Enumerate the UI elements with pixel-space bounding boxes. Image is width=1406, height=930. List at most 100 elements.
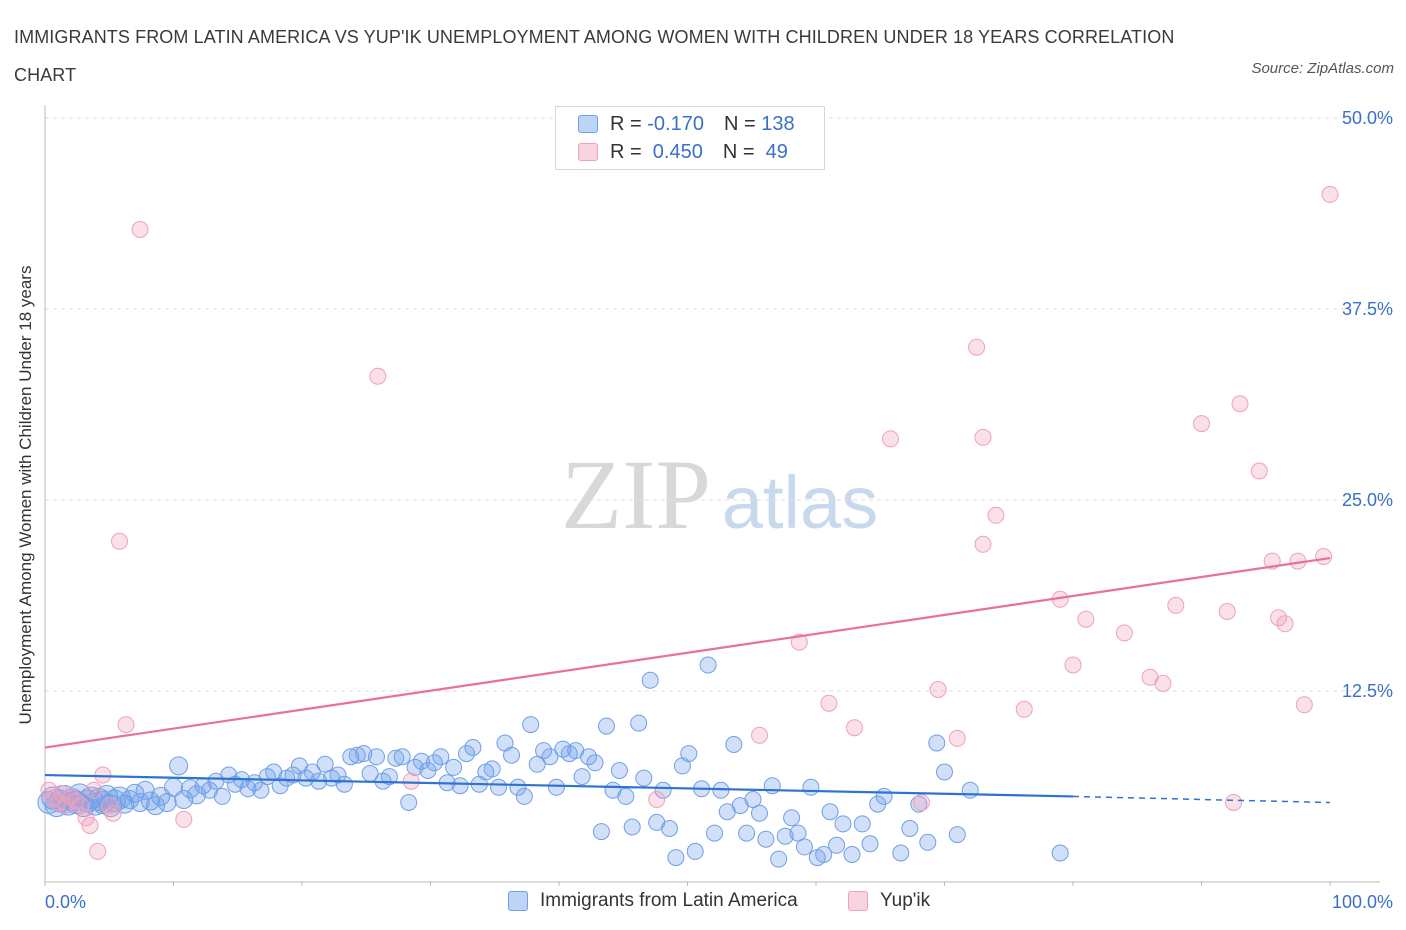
data-points bbox=[37, 185, 1339, 868]
point-latin-america bbox=[738, 824, 756, 842]
point-latin-america bbox=[368, 748, 385, 766]
point-yupik bbox=[912, 794, 930, 811]
legend-r-label: R = bbox=[610, 112, 648, 135]
point-latin-america bbox=[547, 778, 565, 796]
stats-legend: R = -0.170 N = 138 R = 0.450 N = 49 bbox=[555, 106, 825, 170]
point-latin-america bbox=[573, 768, 591, 786]
point-latin-america bbox=[503, 746, 520, 764]
point-latin-america bbox=[744, 791, 762, 808]
point-latin-america bbox=[522, 716, 540, 734]
legend-n-value: 49 bbox=[760, 140, 788, 163]
point-latin-america bbox=[329, 766, 347, 784]
axes bbox=[44, 105, 1380, 886]
y-tick-label: 37.5% bbox=[1342, 299, 1393, 319]
point-yupik bbox=[1321, 185, 1339, 203]
point-yupik bbox=[1250, 462, 1268, 480]
point-latin-america bbox=[239, 780, 257, 798]
point-latin-america bbox=[802, 778, 820, 796]
point-latin-america bbox=[400, 794, 418, 811]
point-latin-america bbox=[776, 827, 794, 845]
point-latin-america bbox=[623, 818, 641, 836]
point-latin-america bbox=[355, 745, 373, 763]
point-latin-america bbox=[297, 769, 315, 787]
point-yupik bbox=[987, 506, 1005, 524]
legend-label-latin-america: Immigrants from Latin America bbox=[540, 890, 798, 911]
point-latin-america bbox=[861, 835, 879, 853]
point-yupik bbox=[111, 532, 128, 550]
point-latin-america bbox=[464, 739, 482, 756]
point-latin-america bbox=[641, 671, 659, 689]
point-yupik bbox=[974, 428, 992, 446]
point-latin-america bbox=[757, 830, 775, 848]
point-yupik bbox=[1015, 700, 1033, 718]
point-latin-america bbox=[95, 784, 119, 808]
point-yupik bbox=[820, 694, 838, 712]
point-latin-america bbox=[598, 717, 615, 735]
point-yupik bbox=[974, 535, 992, 553]
point-latin-america bbox=[528, 755, 546, 773]
point-latin-america bbox=[815, 846, 833, 863]
point-yupik bbox=[94, 766, 112, 784]
point-latin-america bbox=[661, 820, 678, 837]
point-latin-america bbox=[843, 846, 861, 863]
chart-title: IMMIGRANTS FROM LATIN AMERICA VS YUP'IK … bbox=[14, 27, 1175, 85]
point-latin-america bbox=[174, 790, 194, 809]
point-yupik bbox=[1115, 624, 1133, 642]
point-yupik bbox=[1218, 603, 1236, 620]
point-latin-america bbox=[458, 745, 475, 763]
point-yupik bbox=[948, 729, 966, 747]
point-latin-america bbox=[284, 766, 302, 784]
point-latin-america bbox=[406, 758, 424, 776]
point-yupik bbox=[369, 367, 387, 385]
trend-line-latin-america bbox=[44, 773, 1074, 798]
point-latin-america bbox=[828, 836, 846, 854]
legend-swatch-yupik bbox=[848, 891, 868, 911]
series-legend: Immigrants from Latin America Yup'ik bbox=[0, 890, 1406, 916]
point-yupik bbox=[968, 338, 986, 356]
point-latin-america bbox=[387, 749, 405, 767]
point-latin-america bbox=[875, 787, 893, 805]
y-tick-label: 50.0% bbox=[1342, 108, 1393, 128]
point-latin-america bbox=[445, 758, 463, 776]
x-tick-label: 0.0% bbox=[45, 892, 86, 912]
point-latin-america bbox=[706, 824, 723, 842]
point-yupik bbox=[790, 633, 808, 651]
point-latin-america bbox=[425, 754, 443, 772]
legend-swatch-latin-america bbox=[508, 891, 528, 911]
point-yupik bbox=[1295, 696, 1313, 714]
point-latin-america bbox=[535, 742, 553, 760]
point-latin-america bbox=[892, 844, 910, 862]
y-tick-label: 25.0% bbox=[1342, 490, 1393, 510]
point-latin-america bbox=[580, 748, 598, 766]
point-latin-america bbox=[667, 849, 685, 867]
point-yupik bbox=[648, 791, 666, 808]
point-latin-america bbox=[901, 820, 919, 837]
watermark-atlas: atlas bbox=[722, 461, 878, 544]
point-latin-america bbox=[928, 734, 946, 752]
point-yupik bbox=[1225, 794, 1243, 811]
point-latin-america bbox=[699, 656, 717, 674]
point-latin-america bbox=[686, 842, 704, 860]
trend-line-latin-america-projection bbox=[1072, 795, 1331, 804]
point-yupik bbox=[402, 772, 420, 790]
point-latin-america bbox=[635, 769, 653, 787]
point-latin-america bbox=[509, 778, 527, 796]
point-yupik bbox=[85, 781, 103, 799]
point-yupik bbox=[104, 804, 122, 822]
point-latin-america bbox=[335, 775, 353, 793]
legend-n-label: N = bbox=[722, 140, 761, 163]
legend-item-latin-america: Immigrants from Latin America bbox=[508, 890, 798, 912]
point-yupik bbox=[846, 719, 863, 737]
point-latin-america bbox=[789, 824, 807, 842]
point-latin-america bbox=[1051, 844, 1069, 862]
point-yupik bbox=[81, 817, 99, 834]
point-latin-america bbox=[610, 762, 628, 779]
point-latin-america bbox=[316, 755, 334, 773]
point-latin-america bbox=[146, 796, 165, 816]
y-tick-label: 12.5% bbox=[1342, 681, 1393, 701]
point-yupik bbox=[1064, 656, 1082, 674]
point-latin-america bbox=[630, 714, 648, 732]
point-latin-america bbox=[961, 781, 979, 799]
point-latin-america bbox=[586, 754, 604, 772]
